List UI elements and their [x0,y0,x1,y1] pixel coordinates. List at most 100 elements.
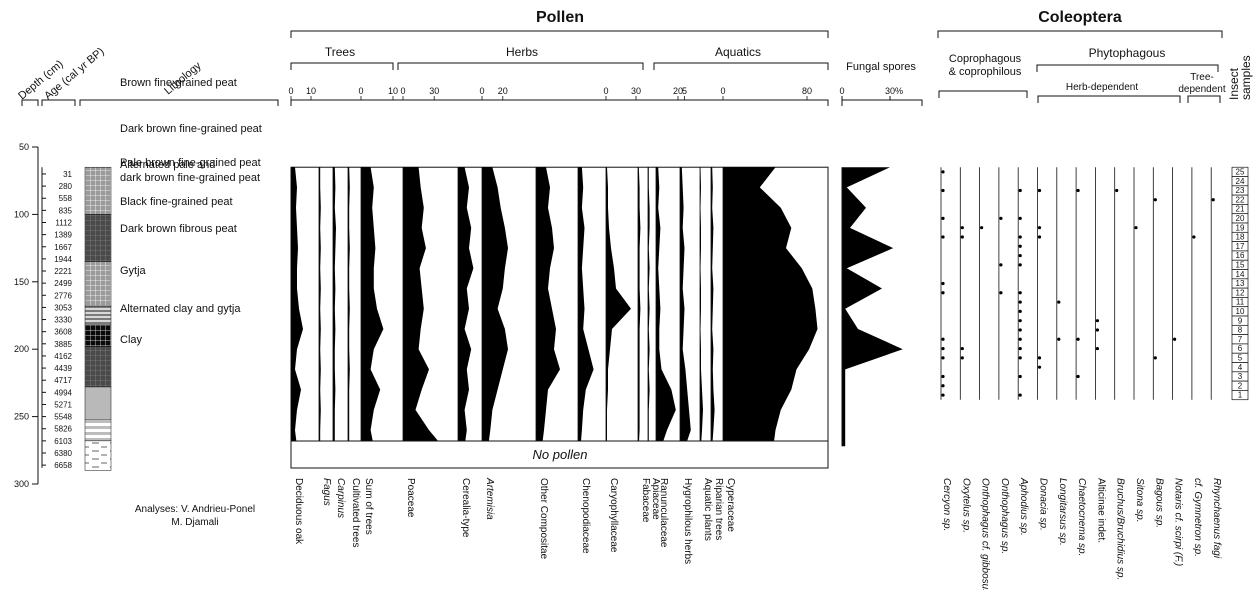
coleoptera-occurrence [1018,291,1022,295]
coleoptera-occurrence [1018,319,1022,323]
pollen-curve-ranunculaceae: 20 Ranunculaceae [655,86,683,548]
pollen-taxon-label: Caryophyllaceae [608,478,619,553]
coleoptera-occurrence [1057,337,1061,341]
age-label: 1944 [54,255,72,264]
pollen-taxon-label: Poaceae [405,478,416,518]
lithology-unit [84,419,112,442]
tree-dependent-bracket [1187,95,1221,103]
pollen-area [700,167,703,447]
coleoptera-taxon-label: Aphodius sp. [1018,477,1029,536]
age-label: 2221 [54,267,72,276]
coleoptera-occurrence [941,346,945,351]
insect-sample-label: 10 [1236,307,1245,316]
pollen-area [711,167,715,447]
coleoptera-taxon-label: Cercyon sp. [941,478,952,531]
lithology-label: Brown fine-grained peat [120,77,237,89]
lithology-label: Dark brown fibrous peat [120,223,237,235]
lithology-label: Gytja [120,265,147,277]
coleoptera-occurrence [941,281,945,286]
coleoptera-occurrence [960,356,964,360]
insect-sample-label: 3 [1238,372,1243,381]
insect-header-2: samples [1239,55,1253,100]
insect-sample-label: 1 [1238,391,1243,400]
insect-sample-label: 14 [1236,270,1245,279]
lithology-column: Brown fine-grained peat Dark brown fine-g… [84,77,262,471]
coleoptera-occurrence [941,188,945,193]
herb-dependent-header: Herb-dependent [1066,82,1138,93]
coleoptera-occurrence [941,235,945,239]
pollen-taxon-label: Deciduous oak [293,478,304,545]
depth-tick-label: 150 [14,277,29,287]
phytophagous-header: Phytophagous [1089,46,1166,60]
coleoptera-occurrence [1153,198,1157,202]
insect-sample-label: 21 [1236,205,1245,214]
coleoptera-occurrence [960,226,964,230]
lithology-label: Alternated clay and gytja [120,303,241,315]
coleoptera-occurrence [1018,374,1022,379]
coleoptera-occurrence [941,170,945,174]
pollen-taxon-label: Fabaceae [640,478,651,523]
depth-tick-label: 200 [14,344,29,354]
fungal-spores-area [842,167,903,447]
coleoptera-occurrence [1037,188,1042,193]
insect-sample-label: 4 [1238,363,1243,372]
age-label: 4439 [54,364,72,373]
coleoptera-occurrence [1037,226,1042,230]
pollen-area [648,167,650,447]
pollen-curve-caryophyllaceae: 0 30 Caryophyllaceae [603,86,641,553]
coleoptera-taxon-label: Onthophagus cf. gibbosus [980,478,991,590]
analyses-line-1: Analyses: V. Andrieu-Ponel [135,504,255,515]
trees-header: Trees [325,45,355,59]
fungal-scale-label: 0 [839,86,844,96]
depth-axis: 50 100 150 200 250 300 [14,142,39,489]
pollen-scale-label: 0 [288,86,293,96]
lithology-unit [84,261,112,307]
insect-sample-label: 13 [1236,279,1245,288]
age-label: 3608 [54,328,72,337]
pollen-area [482,167,508,447]
insect-sample-label: 20 [1236,214,1245,223]
pollen-area [458,167,474,447]
aquatics-header: Aquatics [715,45,761,59]
depth-tick-label: 100 [14,209,29,219]
coleoptera-occurrence [941,374,945,379]
fungal-bracket [841,99,923,106]
coleoptera-occurrence [1076,337,1080,341]
coleoptera-occurrence [1018,346,1022,351]
pollen-scale-label: 30 [631,86,641,96]
lithology-label: Pale brown fine-grained peat [120,157,261,169]
pollen-scale-label: 0 [400,86,405,96]
pollen-scale-label: 0 [603,86,608,96]
coleoptera-occurrence [1018,216,1022,220]
fungal-spores-column: 0 30% [839,86,903,447]
coleoptera-occurrence [1018,244,1022,248]
pollen-area [680,167,691,447]
coleoptera-taxon-label: Chaetocnema sp. [1076,478,1087,556]
age-label: 6380 [54,449,72,458]
lithology-label-line: Alternated pale and [120,159,215,171]
aquatics-bracket [653,62,829,70]
age-label: 31 [63,170,72,179]
insect-sample-label: 12 [1236,288,1245,297]
pollen-scale-label: 0 [479,86,484,96]
coleoptera-taxon-label: Bagous sp. [1153,478,1164,528]
coleoptera-taxon-label: Rhynchaenus fagi [1211,478,1222,559]
pollen-curve-cyperaceae: 0 80 Cyperaceae [720,86,818,532]
age-label: 4717 [54,376,72,385]
fungal-scale-label: 30% [885,86,903,96]
pollen-scale-label: 0 [720,86,725,96]
pollen-scale-label: 10 [388,86,398,96]
trees-bracket [290,62,394,70]
pollen-scale-label: 30 [429,86,439,96]
insect-sample-label: 8 [1238,326,1243,335]
pollen-taxon-label: Cultivated trees [350,478,361,547]
age-label: 558 [59,194,73,203]
insect-sample-label: 5 [1238,354,1243,363]
coleoptera-occurrence [1018,356,1022,360]
age-label: 1389 [54,231,72,240]
coleoptera-occurrence [999,263,1003,267]
pollen-curve-cultivated-trees: Cultivated trees [347,167,361,547]
coleoptera-occurrence [1037,356,1042,360]
coleoptera-occurrence [1076,374,1080,379]
